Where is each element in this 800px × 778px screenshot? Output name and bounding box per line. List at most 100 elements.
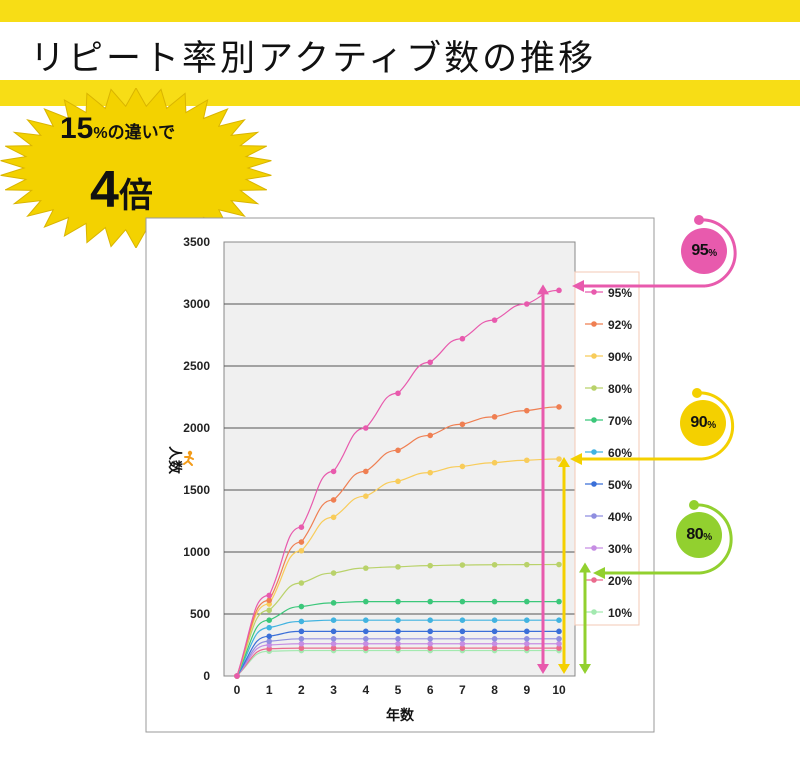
- data-point-20pct: [459, 645, 466, 651]
- data-point-30pct: [459, 640, 466, 647]
- data-point-70pct: [395, 598, 401, 605]
- callout-percent: %: [93, 125, 108, 142]
- data-point-60pct: [363, 617, 369, 623]
- legend-label: 80%: [608, 382, 632, 396]
- data-point-50pct: [395, 628, 401, 635]
- legend-label: 40%: [608, 510, 632, 524]
- green-span-arrow-head-bottom: [579, 664, 591, 674]
- data-point-30pct: [556, 640, 562, 647]
- badge-95-value: 95: [691, 242, 709, 259]
- data-point-70pct: [266, 617, 273, 623]
- badge-80: 80%: [676, 512, 722, 558]
- data-point-20pct: [556, 645, 562, 651]
- data-point-92pct: [395, 447, 401, 454]
- legend-label: 30%: [608, 542, 632, 556]
- pink-span-arrow-head-top: [537, 284, 549, 295]
- data-point-92pct: [298, 539, 305, 545]
- data-point-70pct: [459, 598, 466, 605]
- data-point-95pct: [363, 425, 369, 431]
- data-point-95pct: [266, 592, 273, 599]
- x-tick-label: 7: [459, 683, 466, 697]
- data-point-30pct: [363, 640, 369, 647]
- data-point-40pct: [427, 636, 434, 642]
- data-point-50pct: [266, 633, 273, 640]
- data-point-40pct: [330, 636, 337, 642]
- data-point-40pct: [524, 636, 530, 642]
- data-point-92pct: [330, 497, 337, 503]
- legend-swatch-marker: [591, 417, 597, 423]
- badge-95: 95%: [681, 228, 727, 274]
- legend-swatch-marker: [591, 321, 597, 327]
- x-tick-label: 5: [395, 683, 402, 697]
- x-tick-label: 9: [523, 683, 530, 697]
- yellow-connector-ring: [696, 391, 735, 461]
- callout-multiplier-unit: 倍: [118, 177, 153, 215]
- callout-line-1: 15%の違いで: [60, 112, 175, 146]
- data-point-95pct: [298, 524, 305, 530]
- data-point-95pct: [524, 301, 530, 307]
- data-point-20pct: [427, 645, 434, 651]
- data-point-20pct: [330, 645, 337, 651]
- data-point-92pct: [427, 432, 434, 439]
- y-tick-label: 2500: [183, 359, 210, 373]
- data-point-60pct: [395, 617, 401, 623]
- x-tick-label: 1: [266, 683, 273, 697]
- legend: 95% 92% 90% 80% 70% 60% 50% 40% 30% 20% 10%: [574, 271, 640, 626]
- data-point-30pct: [491, 640, 498, 647]
- callout-multiplier: 4: [90, 161, 119, 219]
- data-point-40pct: [459, 636, 466, 642]
- y-tick-label: 2000: [183, 421, 210, 435]
- data-point-80pct: [298, 580, 305, 586]
- green-connector-ring-dot: [689, 500, 699, 510]
- data-point-80pct: [491, 561, 498, 568]
- data-point-70pct: [491, 598, 498, 605]
- data-point-30pct: [395, 640, 401, 647]
- data-point-90pct: [330, 514, 337, 521]
- data-point-90pct: [363, 493, 369, 500]
- data-point-60pct: [266, 624, 273, 631]
- legend-label: 92%: [608, 318, 632, 332]
- y-tick-label: 3000: [183, 297, 210, 311]
- legend-swatch-marker: [591, 449, 597, 455]
- data-point-92pct: [459, 421, 466, 428]
- data-point-70pct: [524, 598, 530, 605]
- data-point-40pct: [395, 636, 401, 642]
- data-point-80pct: [363, 565, 369, 571]
- data-point-80pct: [395, 564, 401, 570]
- data-point-95pct: [330, 468, 337, 475]
- badge-90: 90%: [680, 400, 726, 446]
- legend-label: 60%: [608, 446, 632, 460]
- data-point-40pct: [363, 636, 369, 642]
- legend-label: 70%: [608, 414, 632, 428]
- data-point-50pct: [427, 628, 434, 635]
- data-point-90pct: [395, 478, 401, 485]
- green-connector-head: [593, 567, 605, 579]
- series-line-95pct: [236, 289, 560, 677]
- x-tick-label: 2: [298, 683, 305, 697]
- y-tick-label: 3500: [183, 235, 210, 249]
- legend-swatch-marker: [591, 513, 597, 519]
- data-point-50pct: [491, 628, 498, 635]
- yellow-span-arrow-head-top: [558, 457, 570, 467]
- data-point-92pct: [363, 468, 369, 475]
- data-point-80pct: [524, 561, 530, 568]
- data-point-70pct: [427, 598, 434, 605]
- data-point-95pct: [459, 335, 466, 342]
- data-point-50pct: [524, 628, 530, 635]
- callout-number: 15: [60, 112, 94, 145]
- data-point-50pct: [330, 628, 337, 635]
- data-point-50pct: [459, 628, 466, 635]
- legend-label: 95%: [608, 286, 632, 300]
- callout-line-2: 4倍: [90, 160, 153, 220]
- data-point-92pct: [266, 597, 273, 604]
- y-tick-label: 500: [190, 607, 210, 621]
- x-axis-label: 年数: [386, 707, 415, 723]
- data-point-20pct: [491, 645, 498, 651]
- data-point-95pct: [395, 390, 401, 397]
- legend-swatch-marker: [591, 545, 597, 551]
- legend-label: 20%: [608, 574, 632, 588]
- data-point-50pct: [556, 628, 562, 635]
- data-point-20pct: [363, 645, 369, 651]
- x-tick-label: 6: [427, 683, 434, 697]
